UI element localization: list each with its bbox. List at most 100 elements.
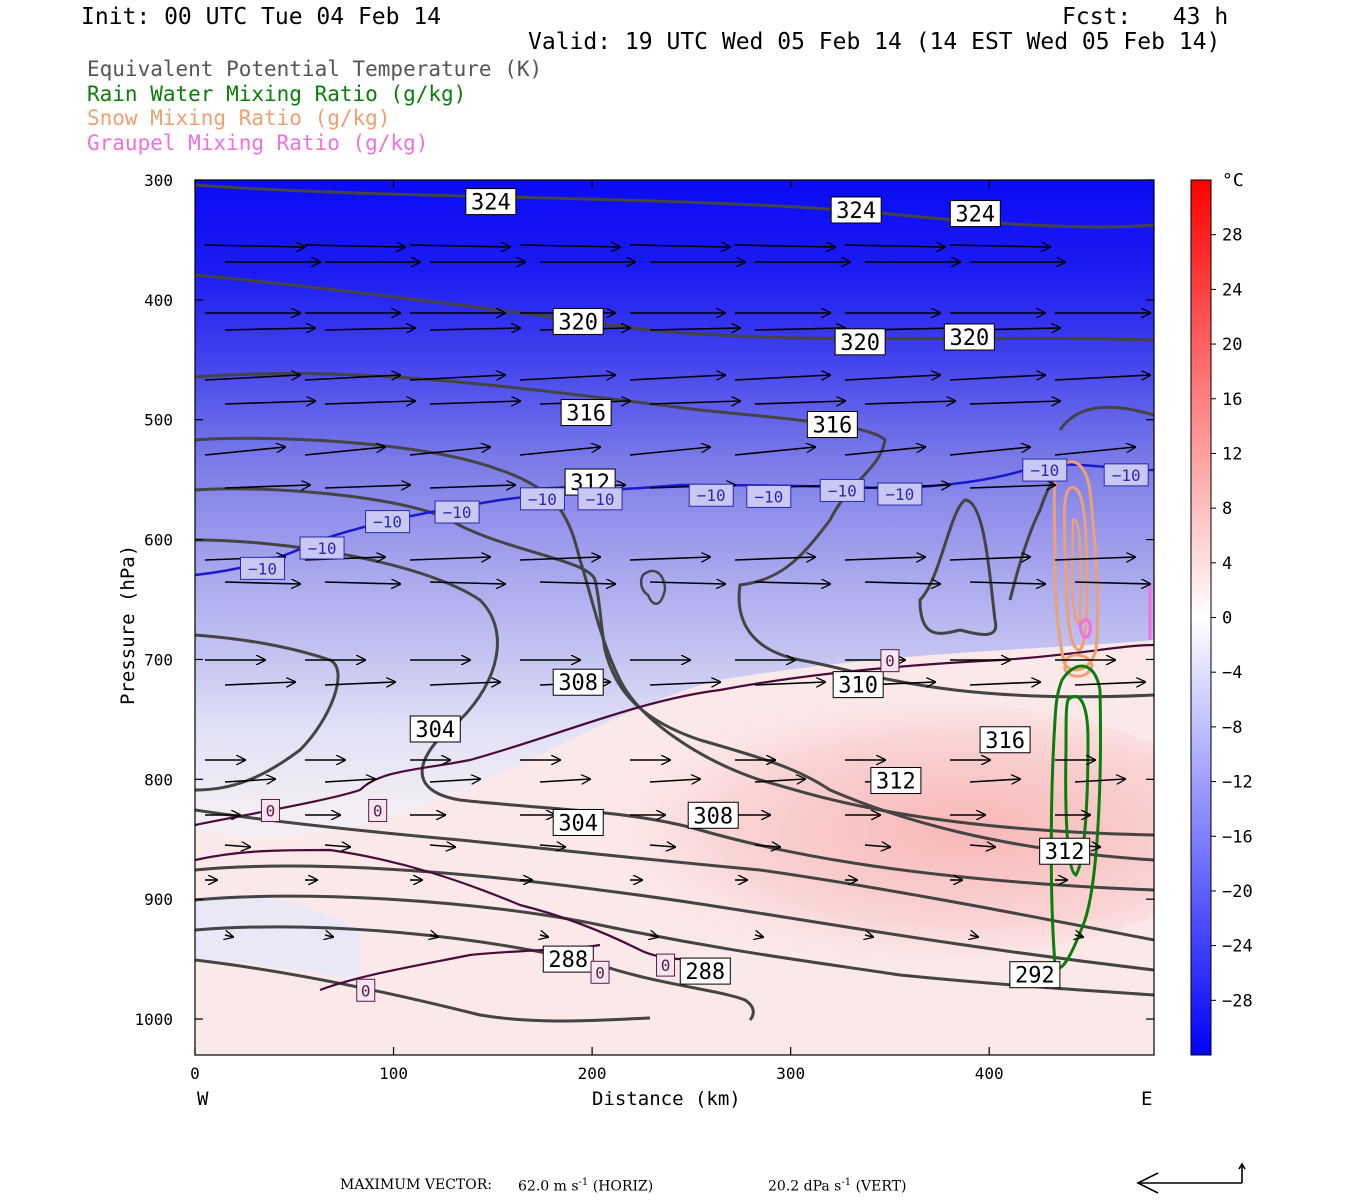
wind-vector <box>844 375 940 381</box>
forecast-hour: Fcst: 43 h <box>1062 4 1229 30</box>
wind-vector <box>429 328 520 330</box>
theta-e-label-box <box>832 671 884 699</box>
wind-vector <box>754 845 780 847</box>
legend-graupel: Graupel Mixing Ratio (g/kg) <box>87 131 429 155</box>
temp-label: −10 <box>443 503 472 522</box>
theta-e-label: 316 <box>566 402 606 427</box>
y-tick-label: 900 <box>144 890 173 909</box>
wind-vector <box>224 485 310 488</box>
theta-e-label: 320 <box>949 326 989 351</box>
theta-e-label-box <box>834 328 886 356</box>
wind-vector <box>629 245 730 247</box>
temp-label: −10 <box>308 539 337 558</box>
wind-vector <box>629 375 725 381</box>
wind-vector <box>304 447 385 456</box>
theta-e-label-box <box>1009 961 1061 989</box>
legend-snow: Snow Mixing Ratio (g/kg) <box>87 106 391 130</box>
x-tick-label: 300 <box>776 1064 805 1083</box>
theta-e-label-box <box>560 399 612 427</box>
temp-label-box <box>519 487 565 511</box>
theta-e-label-box <box>979 726 1031 754</box>
theta-e-label-box <box>552 668 604 696</box>
temp-label: −10 <box>754 487 783 506</box>
temp-label-box <box>819 478 865 502</box>
wind-vector <box>224 328 315 330</box>
temp-label-box <box>240 556 286 580</box>
wind-vector <box>754 582 830 584</box>
wind-vector <box>324 485 410 488</box>
wind-vector <box>844 557 925 560</box>
colorbar <box>1190 179 1212 1056</box>
wind-vector <box>949 557 1030 560</box>
y-tick-label: 300 <box>144 171 173 190</box>
wind-vector <box>755 935 763 937</box>
legend-rain: Rain Water Mixing Ratio (g/kg) <box>87 82 467 106</box>
wind-vector <box>430 935 438 937</box>
temp-label: 0 <box>661 956 671 975</box>
wind-vector <box>649 582 725 584</box>
wind-vector <box>324 401 415 404</box>
temp-label-box <box>260 798 280 822</box>
wind-vector <box>1054 447 1135 456</box>
theta-e-label-box <box>870 767 922 795</box>
theta-e-label: 304 <box>415 718 455 743</box>
wind-vector <box>865 935 873 937</box>
colorbar-tick-label: 8 <box>1222 499 1232 519</box>
theta-e-label: 308 <box>693 804 733 829</box>
theta-e-label: 310 <box>838 674 878 699</box>
wind-vector <box>844 447 925 456</box>
wind-vector <box>409 375 505 381</box>
theta-e-label-box <box>687 801 739 829</box>
wind-vector <box>429 779 480 782</box>
theta-e-label-box <box>552 307 604 335</box>
theta-e-label: 316 <box>812 414 852 439</box>
wind-vector <box>969 401 1060 404</box>
temp-label: −10 <box>697 486 726 505</box>
wind-vector <box>969 682 1040 685</box>
temp-label: 0 <box>595 963 605 982</box>
wind-vector <box>324 328 415 330</box>
theta-e-label-box <box>949 200 1001 228</box>
wind-vector <box>649 682 720 685</box>
x-tick-label: 400 <box>975 1064 1004 1083</box>
max-vector-horiz: 62.0 m s-1 (HORIZ) <box>518 1177 654 1195</box>
hydrometeor-contours <box>1049 460 1152 970</box>
temp-label-box <box>365 510 411 534</box>
wind-vector <box>754 328 845 330</box>
vector-key-arrow <box>1136 1162 1246 1194</box>
wind-vector <box>649 779 700 782</box>
colorbar-tick-label: −28 <box>1222 991 1253 1011</box>
temp-label: 0 <box>885 652 895 671</box>
temp-label-box <box>1022 458 1068 482</box>
theta-e-label: 320 <box>840 331 880 356</box>
valid-time: Valid: 19 UTC Wed 05 Feb 14 (14 EST Wed … <box>528 29 1221 55</box>
temp-label: −10 <box>1112 466 1141 485</box>
wind-vector <box>969 845 995 847</box>
temp-label: −10 <box>248 559 277 578</box>
wind-vector <box>629 447 710 456</box>
theta-e-label-box <box>552 808 604 836</box>
x-tick-label: 0 <box>190 1064 200 1083</box>
wind-vector <box>969 582 1045 584</box>
colorbar-tick-label: 0 <box>1222 609 1232 629</box>
temp-label-box <box>299 536 345 560</box>
wind-vector <box>539 845 565 847</box>
temp-label: 0 <box>361 981 371 1000</box>
wind-vector <box>864 401 955 404</box>
temp-label: −10 <box>528 490 557 509</box>
y-tick-label: 500 <box>144 411 173 430</box>
colorbar-tick-label: −8 <box>1222 718 1242 738</box>
init-time: Init: 00 UTC Tue 04 Feb 14 <box>81 4 442 30</box>
theta-e-label-box <box>1039 837 1091 865</box>
temp-label: −10 <box>586 490 615 509</box>
y-axis-title: Pressure (hPa) <box>117 544 139 705</box>
temperature-labels: −10 −10 −10 −10 −10 −10 −10 −10 −10 −10 −10 −10 0 0 0 0… <box>240 458 1149 1002</box>
max-vector-label: MAXIMUM VECTOR: <box>340 1177 492 1193</box>
wind-vector <box>754 779 805 782</box>
wind-vector <box>204 375 300 381</box>
temp-label: 0 <box>373 801 383 820</box>
wind-vector <box>1054 375 1150 381</box>
wind-vector <box>324 845 350 847</box>
x-tick-label: 100 <box>379 1064 408 1083</box>
